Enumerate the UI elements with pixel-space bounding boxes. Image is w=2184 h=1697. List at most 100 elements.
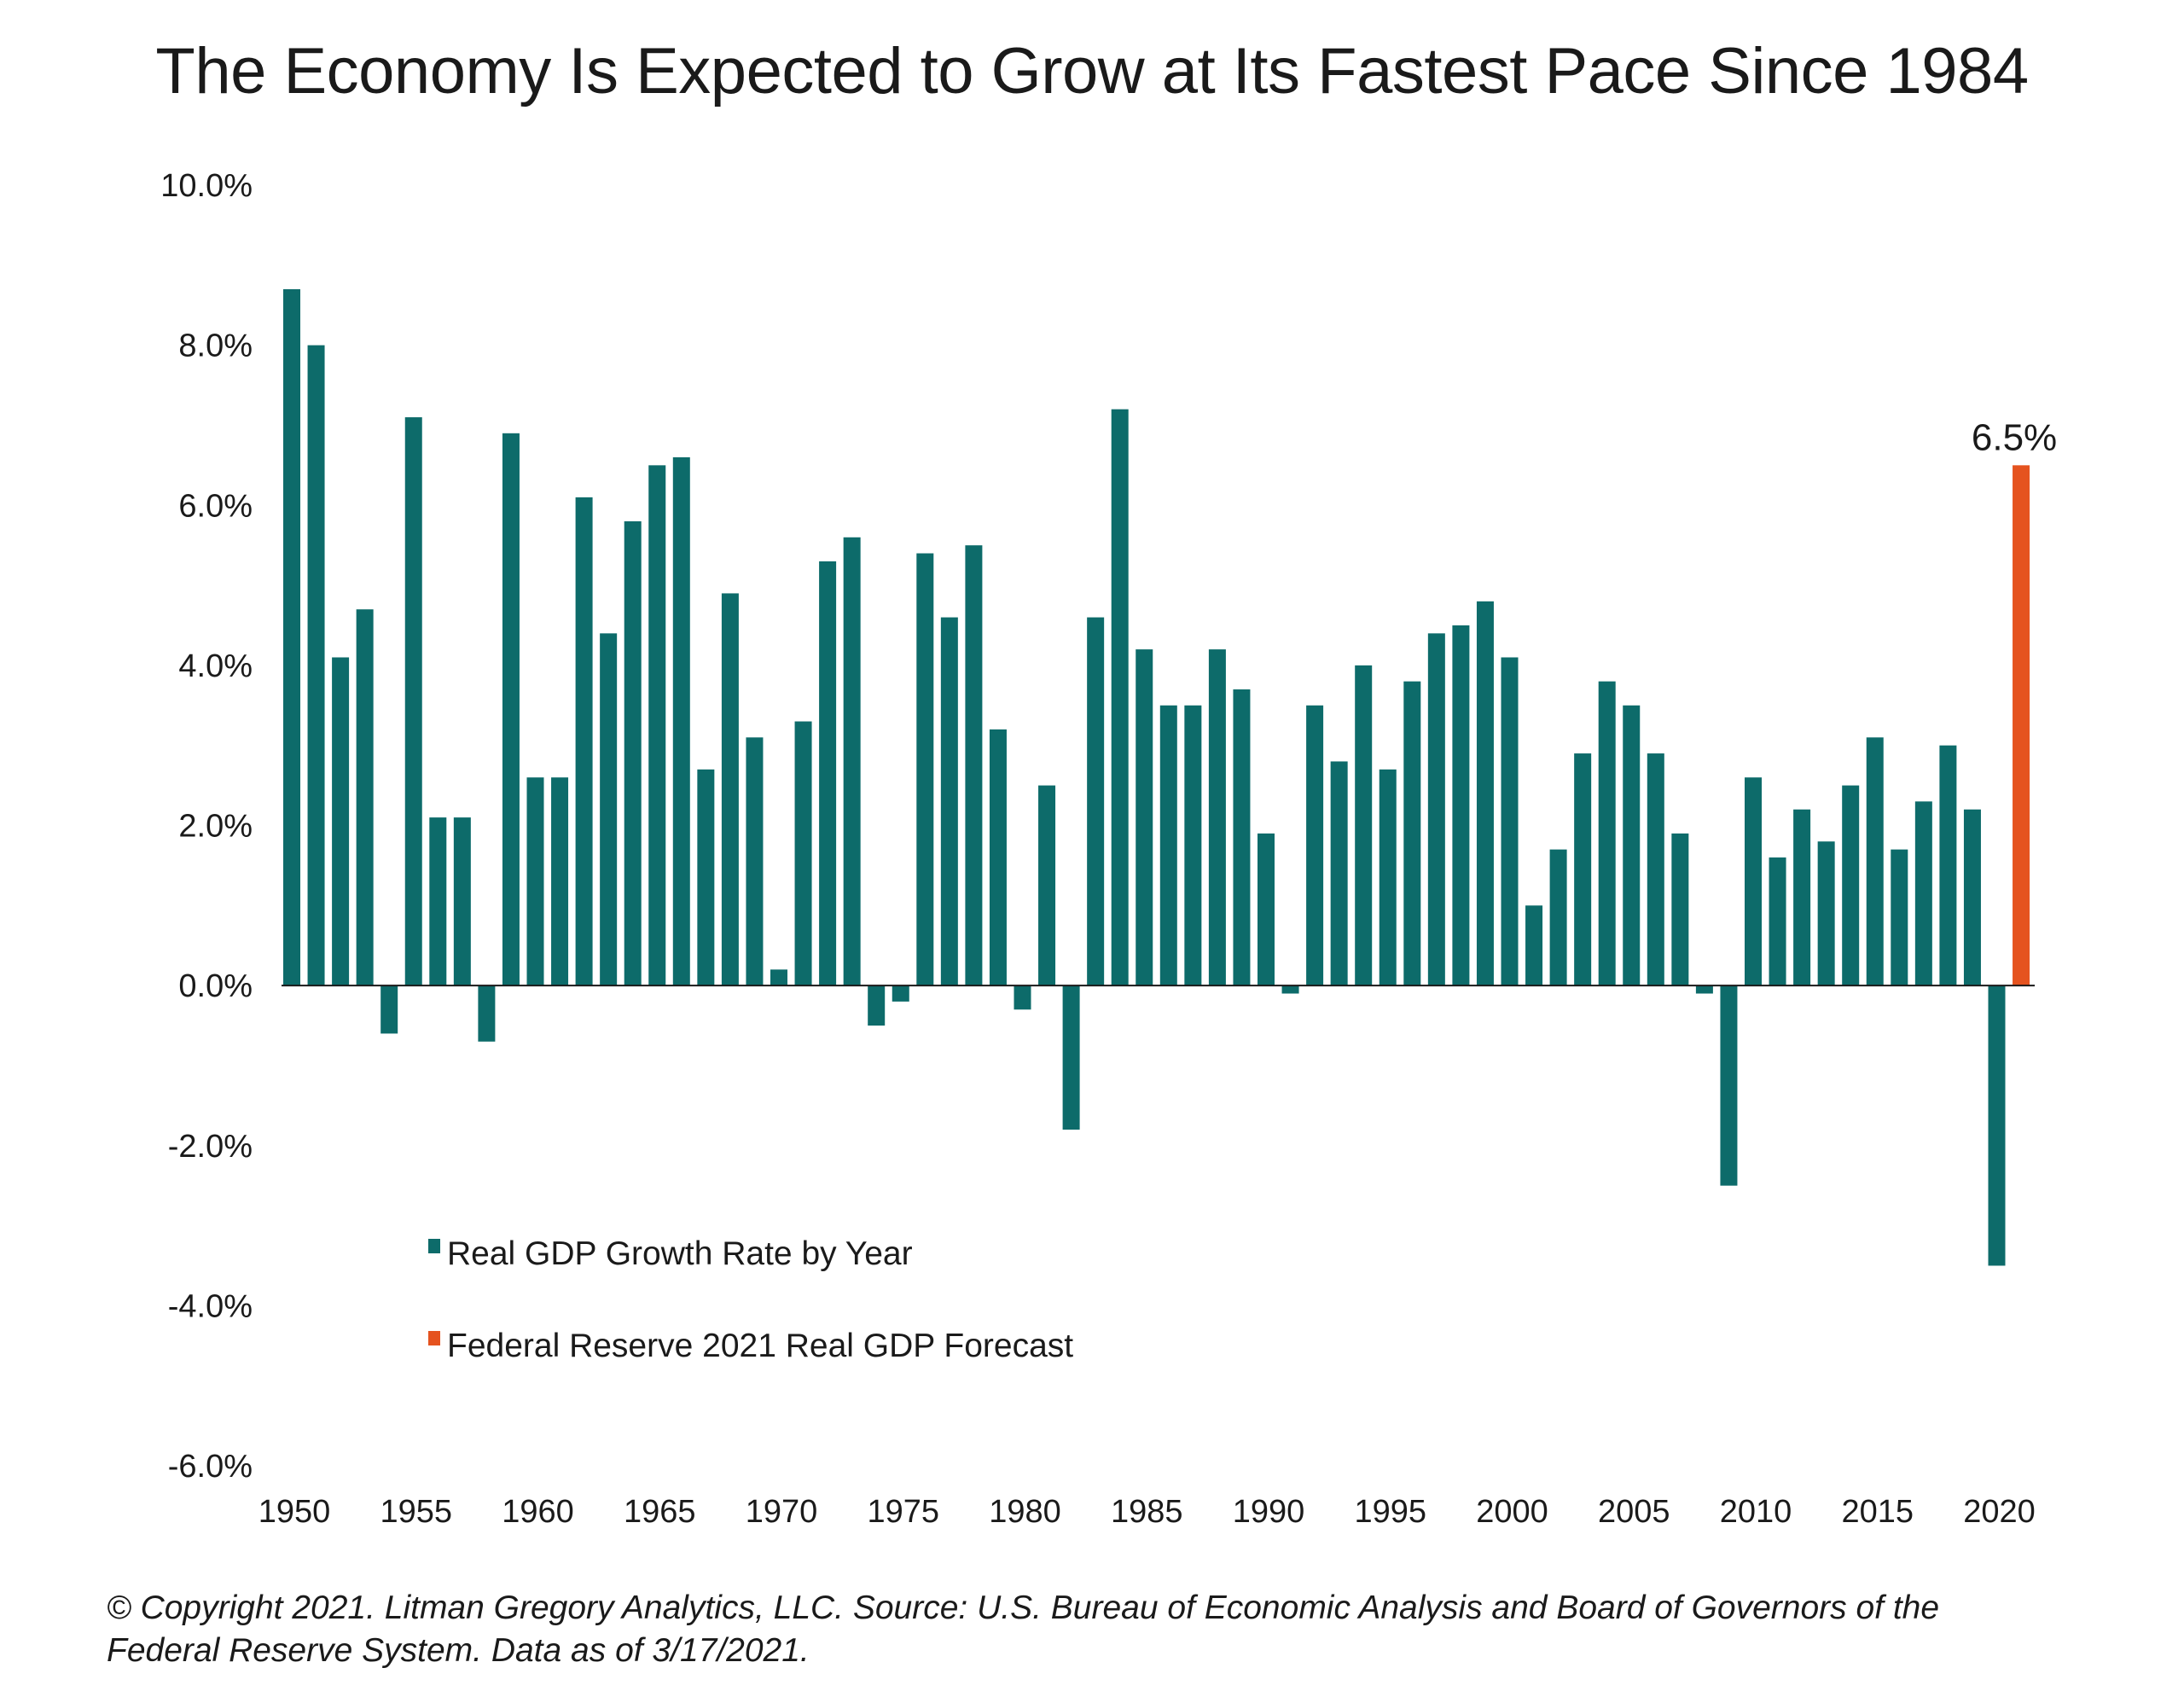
bar-2001 [1525, 905, 1543, 986]
bar-1989 [1233, 689, 1251, 986]
y-tick-label: -6.0% [168, 1449, 253, 1485]
bar-1975 [892, 985, 909, 1002]
bar-1985 [1136, 649, 1153, 986]
x-tick-label: 1995 [1354, 1494, 1426, 1530]
forecast-bar-2021 [2013, 465, 2030, 986]
x-tick-label: 2015 [1841, 1494, 1914, 1530]
bar-1965 [648, 465, 666, 986]
bar-1980 [1014, 985, 1031, 1010]
y-tick-label: -2.0% [168, 1129, 253, 1165]
bar-1960 [526, 777, 544, 986]
x-tick-label: 1960 [502, 1494, 574, 1530]
y-tick-label: 6.0% [178, 488, 253, 524]
bar-1967 [697, 769, 715, 986]
bar-2003 [1574, 753, 1592, 986]
bar-2017 [1914, 801, 1932, 986]
x-tick-label: 1985 [1111, 1494, 1183, 1530]
chart-title: The Economy Is Expected to Grow at Its F… [155, 35, 2029, 108]
bar-2016 [1891, 849, 1908, 986]
bar-1951 [307, 345, 325, 986]
bar-1957 [453, 817, 471, 986]
x-tick-label: 1970 [746, 1494, 818, 1530]
bar-1997 [1427, 633, 1445, 986]
bar-1998 [1452, 625, 1470, 986]
source-note-line-1: © Copyright 2021. Litman Gregory Analyti… [107, 1589, 1940, 1626]
legend: Real GDP Growth Rate by Year Federal Rese… [428, 1235, 1073, 1364]
bar-2013 [1817, 841, 1835, 986]
source-note: © Copyright 2021. Litman Gregory Analyti… [107, 1587, 2120, 1672]
x-tick-label: 2000 [1476, 1494, 1548, 1530]
legend-label: Real GDP Growth Rate by Year [447, 1235, 913, 1272]
bar-2015 [1866, 737, 1884, 986]
y-tick-label: 4.0% [178, 648, 253, 684]
x-tick-label: 2020 [1963, 1494, 2036, 1530]
bar-1959 [502, 433, 520, 986]
bar-1966 [672, 456, 690, 986]
bar-1994 [1355, 665, 1373, 986]
bar-1953 [356, 609, 374, 986]
x-tick-label: 2005 [1598, 1494, 1670, 1530]
bar-1991 [1281, 985, 1299, 994]
bar-1984 [1111, 409, 1129, 986]
bar-1955 [404, 417, 422, 986]
bar-1950 [283, 288, 300, 986]
bar-2019 [1963, 809, 1981, 986]
y-tick-label: 10.0% [160, 168, 253, 204]
bar-1993 [1330, 761, 1348, 986]
bar-2004 [1598, 681, 1616, 986]
bar-2018 [1939, 745, 1957, 986]
bar-2010 [1745, 777, 1762, 986]
bar-1995 [1379, 769, 1397, 986]
x-axis-tick-labels: 1950 1955 1960 1965 1970 1975 1980 1985 1990 1995… [258, 1494, 2036, 1530]
bars [283, 288, 2030, 1266]
bar-1956 [429, 817, 447, 986]
bar-1968 [721, 593, 739, 986]
bar-1992 [1306, 705, 1324, 986]
bar-1958 [478, 985, 496, 1042]
bar-1952 [332, 657, 350, 986]
bar-1996 [1403, 681, 1421, 986]
source-note-line-2: Federal Reserve System. Data as of 3/17/… [107, 1632, 810, 1669]
bar-2012 [1793, 809, 1811, 986]
bar-2008 [1695, 985, 1713, 994]
bar-2000 [1501, 657, 1519, 986]
annotations: 6.5% [1972, 416, 2057, 458]
bar-1961 [551, 777, 569, 986]
y-tick-label: -4.0% [168, 1288, 253, 1324]
bar-1962 [575, 497, 593, 986]
legend-label: Federal Reserve 2021 Real GDP Forecast [447, 1328, 1073, 1364]
bar-1954 [380, 985, 398, 1034]
bar-2006 [1647, 753, 1664, 986]
x-tick-label: 1955 [380, 1494, 452, 1530]
bar-1973 [843, 537, 861, 986]
bar-1976 [916, 553, 934, 986]
bar-1979 [989, 729, 1007, 986]
y-tick-label: 2.0% [178, 809, 253, 845]
bar-2014 [1842, 785, 1860, 986]
bar-1971 [794, 721, 812, 986]
x-tick-label: 1980 [989, 1494, 1061, 1530]
bar-1972 [819, 561, 837, 986]
bar-1988 [1208, 649, 1226, 986]
legend-swatch [428, 1331, 440, 1345]
bar-1978 [965, 545, 983, 986]
x-tick-label: 2010 [1720, 1494, 1792, 1530]
bar-1981 [1038, 785, 1056, 986]
bar-1969 [746, 737, 764, 986]
bar-1970 [770, 969, 787, 986]
bar-2011 [1769, 857, 1786, 986]
bar-2005 [1623, 705, 1641, 986]
legend-swatch [428, 1239, 440, 1253]
bar-1982 [1062, 985, 1080, 1130]
y-tick-label: 0.0% [178, 968, 253, 1004]
bar-2007 [1671, 833, 1689, 986]
bar-1974 [868, 985, 886, 1026]
y-axis-tick-labels: 10.0% 8.0% 6.0% 4.0% 2.0% 0.0% -2.0% -4.0% -6.0% [160, 168, 253, 1485]
bar-1964 [624, 521, 642, 986]
x-tick-label: 1990 [1233, 1494, 1305, 1530]
bar-1983 [1087, 617, 1105, 986]
bar-2002 [1549, 849, 1567, 986]
bar-2009 [1720, 985, 1738, 1186]
bar-1999 [1476, 601, 1494, 986]
